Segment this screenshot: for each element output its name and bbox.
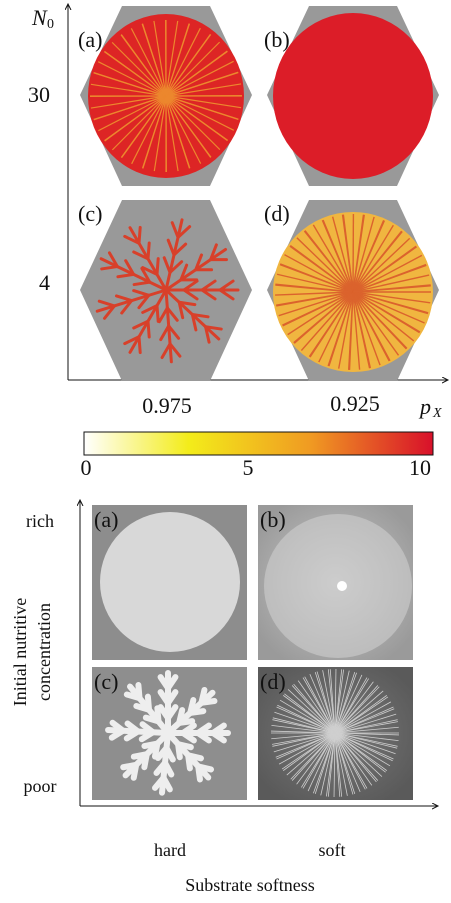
x-tick-label: 0.975 [142, 393, 192, 418]
panel-label: (a) [78, 27, 102, 52]
branch [157, 259, 158, 275]
x-axis-title: Substrate softness [185, 875, 315, 895]
y-axis-title: Initial nutritive [10, 598, 30, 706]
branch [198, 766, 211, 769]
panel-label: (b) [264, 27, 290, 52]
panel-label: (c) [94, 669, 118, 694]
panel-label: (d) [264, 201, 290, 226]
branch [127, 694, 140, 698]
colorbar-tick-label: 5 [243, 455, 254, 480]
colorbar-tick-label: 10 [409, 455, 431, 480]
branch [157, 306, 158, 322]
branch [188, 755, 201, 758]
x-tick-label: hard [154, 840, 186, 860]
colony-a-texture [90, 20, 242, 172]
branch [155, 744, 157, 757]
panel-label: (a) [94, 507, 118, 532]
branch [134, 765, 136, 778]
branch [148, 321, 149, 337]
colony-b [273, 13, 433, 179]
x-axis-label-sub: X [432, 406, 442, 421]
photo-b-center [337, 581, 347, 591]
x-axis-label: p [418, 394, 431, 419]
branch [146, 718, 159, 722]
y-tick-label: poor [24, 776, 57, 796]
photo-a-colony [100, 512, 240, 652]
branch [190, 700, 193, 713]
y-tick-label: 4 [39, 270, 50, 295]
branch [139, 227, 140, 243]
colorbar-tick-label: 0 [81, 455, 92, 480]
panel-label: (b) [260, 507, 286, 532]
y-axis-title: concentration [34, 603, 54, 701]
panel-label: (c) [78, 201, 102, 226]
y-tick-label: rich [26, 511, 54, 531]
branch [148, 243, 149, 259]
x-tick-label: 0.925 [330, 391, 380, 416]
branch [136, 706, 149, 710]
x-tick-label: soft [319, 840, 346, 860]
branch [139, 337, 140, 353]
y-axis-label-sub: 0 [47, 17, 54, 32]
y-axis-label: N [31, 5, 48, 30]
y-tick-label: 30 [28, 82, 50, 107]
branch [179, 710, 182, 723]
colorbar [84, 432, 433, 455]
panel-label: (d) [260, 669, 286, 694]
figure: (a) (b) (c) (d) N 0 30 4 0.975 0.925 p X… [0, 0, 451, 903]
branch [178, 744, 191, 747]
branch [201, 690, 204, 703]
branch [144, 754, 146, 767]
